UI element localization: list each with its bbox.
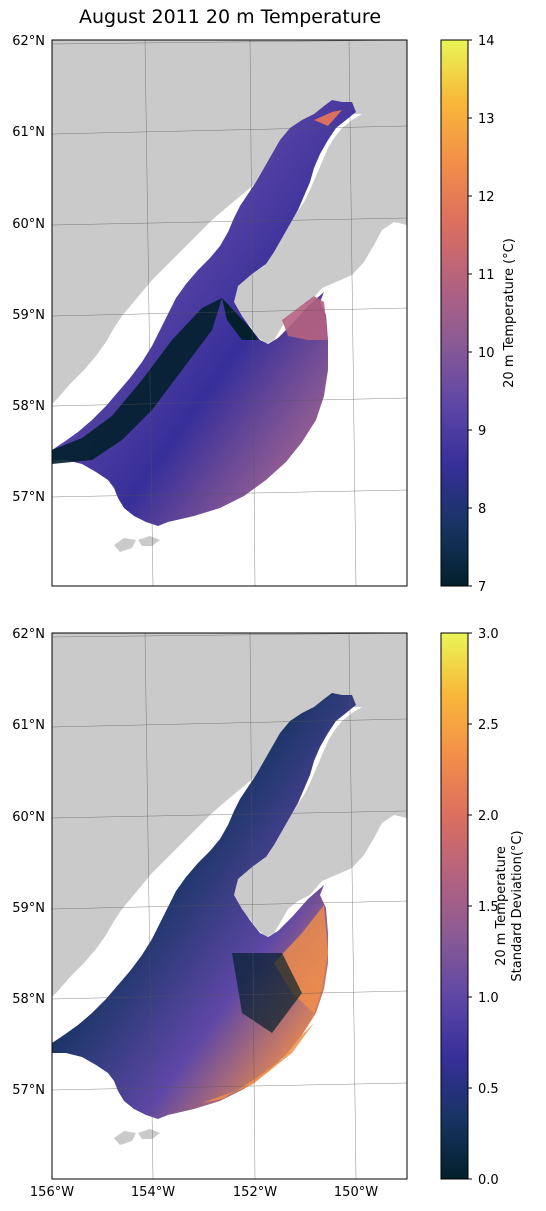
stddev-lon-label: 152°W [233,1185,277,1200]
temperature-lat-label: 57°N [12,490,45,505]
temperature-lat-label: 61°N [12,125,45,140]
mainland [52,40,407,404]
stddev-map-panel [51,632,408,1180]
stddev-lat-label: 59°N [12,901,45,916]
temperature-map-panel [51,39,408,587]
temperature-colorbar-tick: 14 [478,34,495,49]
mainland [52,633,407,997]
stddev-colorbar-tick: 0.5 [478,1082,499,1097]
stddev-lon-label: 154°W [131,1185,175,1200]
temperature-colorbar-tick: 11 [478,268,495,283]
temperature-lat-label: 62°N [12,34,45,49]
stddev-colorbar-tick: 2.5 [478,718,499,733]
stddev-colorbar-label: 20 m Temperature [494,846,509,966]
temperature-colorbar-label: 20 m Temperature (°C) [502,238,517,388]
temperature-colorbar-tick: 12 [478,190,495,205]
stddev-lat-label: 61°N [12,718,45,733]
stddev-colorbar [440,632,469,1180]
temperature-colorbar-tick: 7 [478,580,486,595]
stddev-lat-label: 60°N [12,810,45,825]
stddev-lat-label: 62°N [12,627,45,642]
stddev-colorbar-tick: 2.0 [478,809,499,824]
stddev-colorbar-label: Standard Deviation(°C) [510,830,525,981]
temperature-lat-label: 60°N [12,217,45,232]
temperature-colorbar-tick: 10 [478,346,495,361]
temperature-colorbar-tick: 13 [478,112,495,127]
stddev-lat-label: 57°N [12,1083,45,1098]
temperature-colorbar-tick: 9 [478,424,486,439]
stddev-colorbar-tick: 1.5 [478,900,499,915]
stddev-colorbar-tick: 0.0 [478,1173,499,1188]
stddev-colorbar-tick: 1.0 [478,991,499,1006]
temperature-lat-label: 58°N [12,399,45,414]
stddev-lon-label: 150°W [334,1185,378,1200]
stddev-lon-label: 156°W [30,1185,74,1200]
stddev-colorbar-tick: 3.0 [478,627,499,642]
figure-title: August 2011 20 m Temperature [78,6,382,28]
temperature-colorbar-tick: 8 [478,502,486,517]
temperature-colorbar [440,39,469,587]
temperature-lat-label: 59°N [12,308,45,323]
stddev-lat-label: 58°N [12,992,45,1007]
